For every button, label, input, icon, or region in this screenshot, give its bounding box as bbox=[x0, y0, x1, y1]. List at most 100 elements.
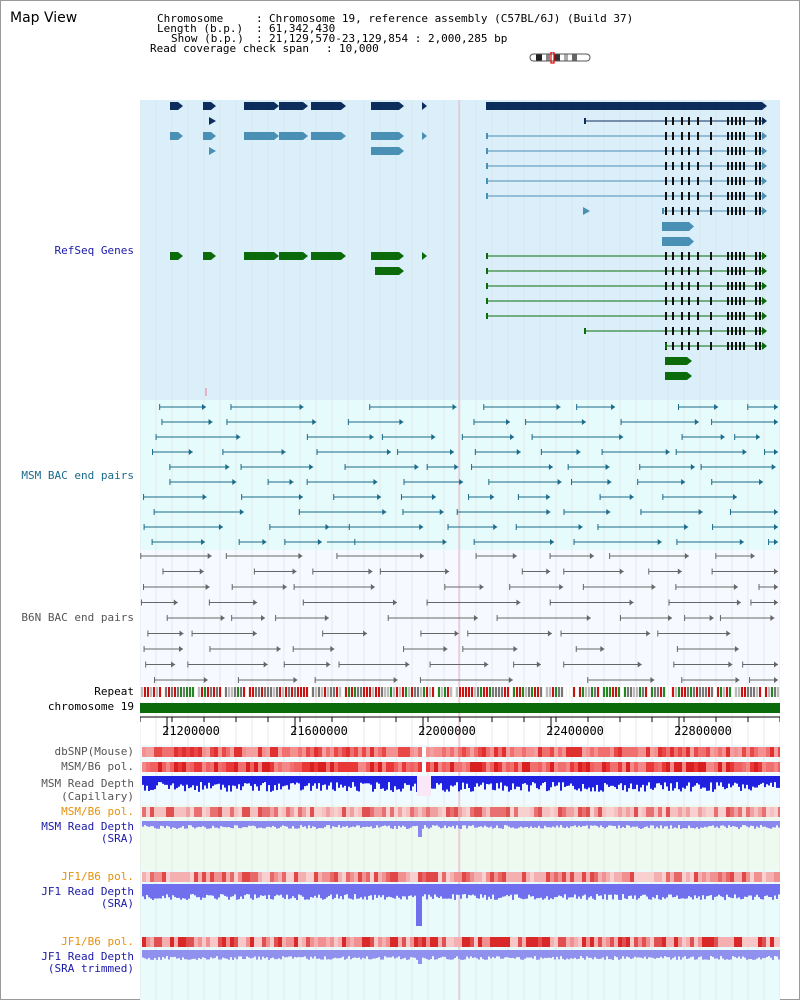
heat-cell bbox=[514, 747, 518, 757]
depth-bar bbox=[412, 950, 414, 958]
heat-cell bbox=[754, 807, 758, 817]
depth-bar bbox=[710, 950, 712, 957]
heat-cell bbox=[746, 872, 750, 882]
heat-cell bbox=[578, 872, 582, 882]
depth-bar bbox=[382, 884, 384, 896]
heat-cell bbox=[502, 807, 506, 817]
repeat-track[interactable] bbox=[140, 687, 780, 697]
heat-cell bbox=[570, 807, 574, 817]
heat-cell bbox=[198, 762, 202, 772]
msm-read-depth-sra[interactable] bbox=[142, 821, 780, 837]
depth-bar bbox=[276, 776, 278, 791]
exon-tick bbox=[672, 297, 674, 305]
heat-cell bbox=[618, 807, 622, 817]
depth-bar bbox=[542, 950, 544, 959]
msm-b6-pol-track-2[interactable] bbox=[142, 807, 780, 817]
depth-bar bbox=[310, 950, 312, 957]
heat-cell bbox=[750, 807, 754, 817]
refseq-gene-models[interactable] bbox=[170, 102, 767, 396]
depth-bar bbox=[528, 884, 530, 895]
depth-bar bbox=[730, 821, 732, 828]
bac-pair bbox=[764, 449, 778, 455]
heat-cell bbox=[182, 937, 186, 947]
heat-cell bbox=[302, 937, 306, 947]
depth-bar bbox=[298, 776, 300, 784]
genome-browser-canvas[interactable]: 21200000 21600000 22000000 22400000 22800000 bbox=[140, 100, 780, 1000]
heat-cell bbox=[226, 872, 230, 882]
heat-cell bbox=[154, 872, 158, 882]
heat-cell bbox=[498, 762, 502, 772]
msm-bac-end-pairs[interactable] bbox=[143, 404, 778, 545]
msm-b6-pol-track-1[interactable] bbox=[142, 762, 780, 772]
depth-bar bbox=[482, 950, 484, 959]
depth-bar bbox=[634, 884, 636, 896]
b6n-bac-end-pairs[interactable] bbox=[140, 553, 778, 683]
depth-bar bbox=[298, 884, 300, 895]
heat-cell bbox=[146, 872, 150, 882]
depth-bar bbox=[304, 821, 306, 827]
heat-cell bbox=[226, 937, 230, 947]
heat-cell bbox=[622, 807, 626, 817]
depth-bar bbox=[198, 821, 200, 827]
jf1-read-depth-sra-trimmed[interactable] bbox=[142, 950, 780, 964]
label-msm-pol-1: MSM/B6 pol. bbox=[61, 760, 134, 773]
heat-cell bbox=[446, 747, 450, 757]
bac-pair bbox=[306, 434, 374, 440]
repeat-element bbox=[348, 687, 350, 697]
heat-cell bbox=[158, 807, 162, 817]
exon-tick bbox=[681, 162, 683, 170]
heat-cell bbox=[634, 937, 638, 947]
heat-cell bbox=[598, 937, 602, 947]
repeat-element bbox=[459, 687, 461, 697]
depth-bar bbox=[226, 950, 228, 959]
depth-bar bbox=[474, 821, 476, 828]
depth-bar bbox=[156, 821, 158, 829]
depth-bar bbox=[266, 776, 268, 792]
depth-bar bbox=[158, 776, 160, 783]
exon-tick bbox=[672, 132, 674, 140]
depth-bar bbox=[390, 776, 392, 791]
depth-bar bbox=[684, 821, 686, 829]
heat-cell bbox=[190, 747, 194, 757]
bac-pair bbox=[601, 449, 670, 455]
repeat-element bbox=[678, 687, 680, 697]
depth-bar bbox=[752, 776, 754, 787]
repeat-element bbox=[438, 687, 440, 697]
depth-bar bbox=[268, 821, 270, 827]
heat-cell bbox=[518, 762, 522, 772]
depth-bar bbox=[324, 884, 326, 899]
bac-end bbox=[179, 646, 184, 652]
repeat-element bbox=[549, 687, 551, 697]
heat-cell bbox=[638, 872, 642, 882]
gene-strand-arrow bbox=[211, 252, 216, 260]
label-refseq-genes: RefSeq Genes bbox=[54, 244, 134, 257]
depth-bar bbox=[524, 776, 526, 784]
depth-bar bbox=[564, 776, 566, 788]
depth-bar bbox=[526, 776, 528, 785]
depth-bar bbox=[600, 950, 602, 959]
gene-model bbox=[486, 312, 767, 320]
jf1-b6-pol-track-2[interactable] bbox=[142, 937, 780, 947]
heat-cell bbox=[246, 762, 250, 772]
depth-bar bbox=[272, 776, 274, 791]
heat-cell bbox=[638, 937, 642, 947]
heat-cell bbox=[534, 937, 538, 947]
depth-bar bbox=[776, 950, 778, 957]
heat-cell bbox=[142, 762, 146, 772]
heat-cell bbox=[302, 747, 306, 757]
dbsnp-track[interactable] bbox=[142, 747, 780, 757]
bac-end bbox=[293, 677, 298, 683]
jf1-read-depth-sra[interactable] bbox=[142, 884, 780, 926]
gene-strand-arrow bbox=[303, 132, 308, 140]
bac-end bbox=[414, 464, 419, 470]
depth-bar bbox=[204, 776, 206, 786]
heat-cell bbox=[582, 762, 586, 772]
repeat-element bbox=[540, 687, 542, 697]
exon-tick bbox=[665, 117, 667, 125]
jf1-b6-pol-track-1[interactable] bbox=[142, 872, 780, 882]
depth-bar bbox=[244, 950, 246, 960]
chromosome-ideogram[interactable] bbox=[528, 52, 592, 64]
depth-bar bbox=[504, 821, 506, 826]
heat-cell bbox=[718, 872, 722, 882]
heat-cell bbox=[282, 747, 286, 757]
